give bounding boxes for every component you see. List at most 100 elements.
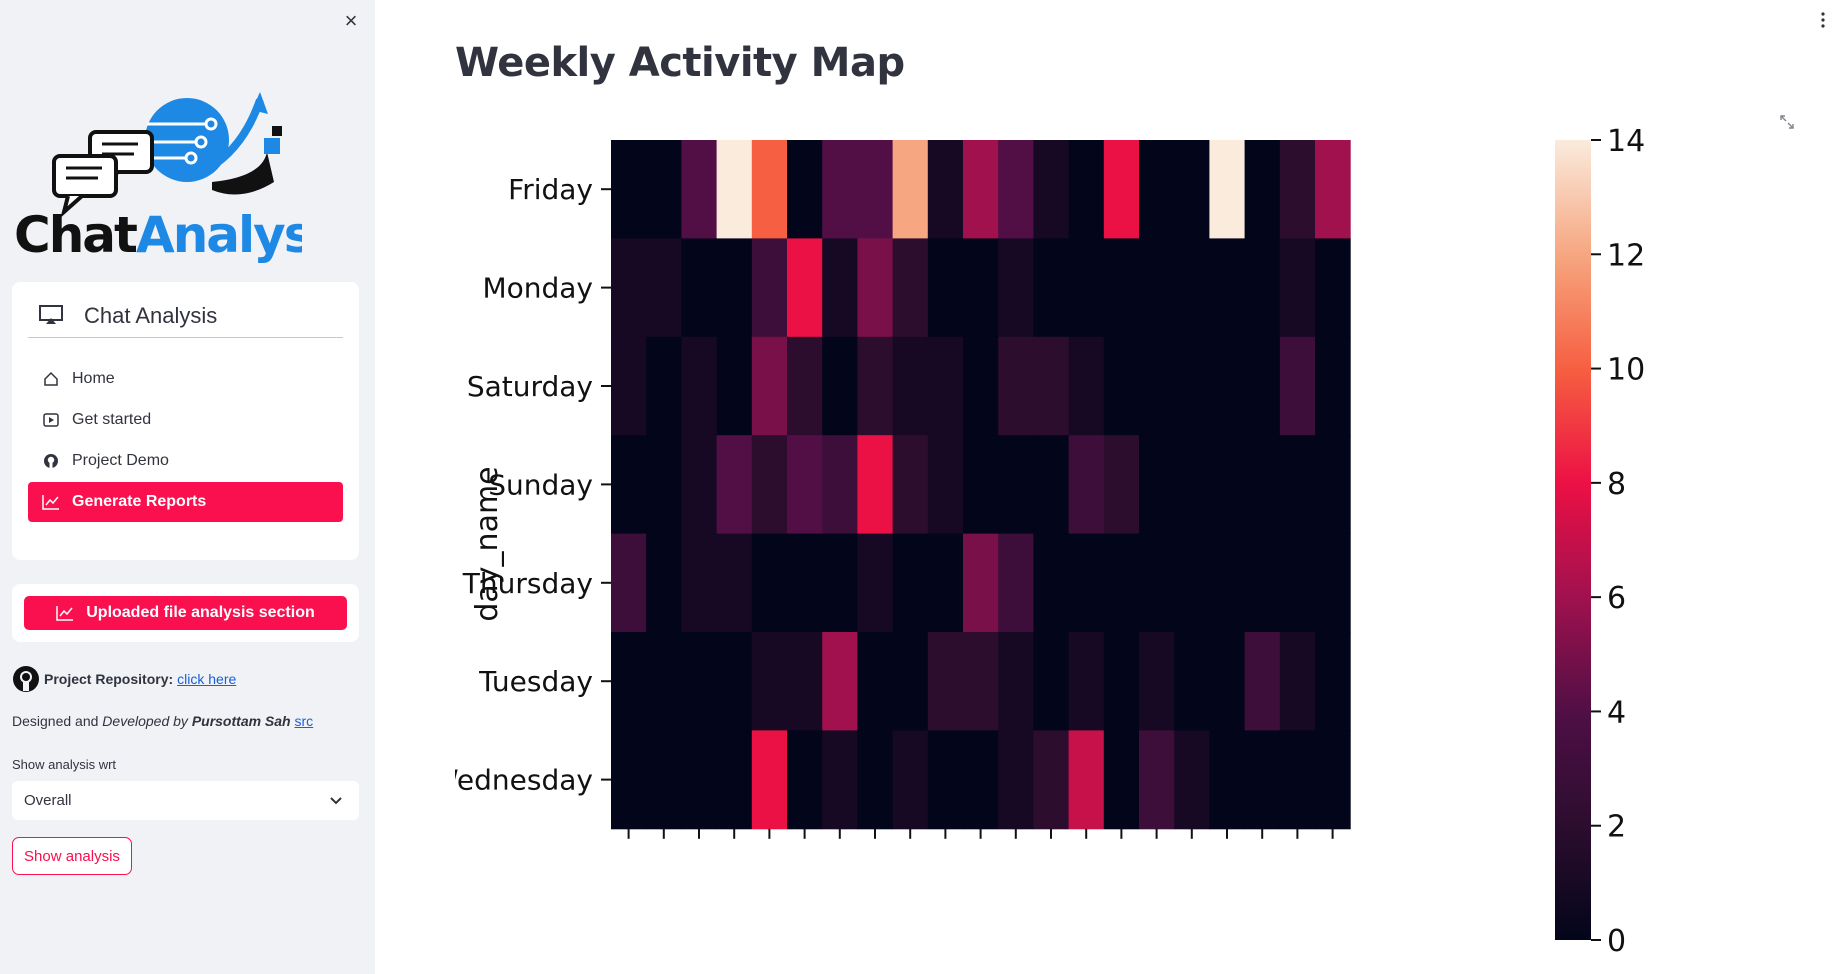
heatmap-cell <box>1103 730 1140 830</box>
fullscreen-expand-icon[interactable] <box>1779 114 1795 130</box>
heatmap-cell <box>1279 533 1316 633</box>
heatmap-cell <box>1279 632 1316 731</box>
heatmap-cell <box>927 140 964 239</box>
heatmap-cell <box>716 632 753 731</box>
heatmap-cell <box>822 238 858 338</box>
heatmap-svg: Friday Monday Saturday Sunday Thursday Tuesda… <box>431 124 1645 959</box>
menu-item-generate-reports[interactable]: Generate Reports <box>28 482 343 522</box>
menu-item-project-demo[interactable]: Project Demo <box>28 441 343 481</box>
heatmap-cell <box>857 632 894 731</box>
heatmap-cell <box>857 730 894 830</box>
colorbar-tick-label: 2 <box>1607 810 1626 845</box>
heatmap-row-labels: Friday Monday Saturday Sunday Thursday Tuesda… <box>431 173 611 797</box>
heatmap-cell <box>963 730 999 830</box>
heatmap-cell <box>857 533 894 633</box>
heatmap-cell <box>646 140 682 239</box>
analysis-select[interactable]: Overall <box>12 781 359 820</box>
heatmap-cell <box>1139 238 1175 338</box>
heatmap-cell <box>1279 730 1316 830</box>
heatmap-cell <box>892 435 929 535</box>
heatmap-cell <box>1315 533 1351 633</box>
heatmap-cell <box>1103 140 1140 239</box>
colorbar-tick-label: 12 <box>1607 238 1645 273</box>
heatmap-cell <box>751 435 788 535</box>
heatmap-cell <box>1174 533 1210 633</box>
menu-item-label: Project Demo <box>72 452 169 469</box>
repo-link[interactable]: click here <box>177 671 237 687</box>
show-analysis-label: Show analysis wrt <box>12 757 117 772</box>
heatmap-cell <box>1315 336 1351 436</box>
cast-icon <box>38 304 68 328</box>
heatmap-cell <box>751 140 788 239</box>
heatmap-cell <box>646 435 682 535</box>
more-options-icon[interactable] <box>1815 10 1831 30</box>
heatmap-cell <box>927 238 964 338</box>
heatmap-cell <box>1033 238 1070 338</box>
heatmap-cell <box>927 435 964 535</box>
logo-text-chat: Chat <box>14 206 137 264</box>
designed-text: Designed and <box>12 713 103 729</box>
heatmap-cell <box>611 730 647 830</box>
heatmap-cell <box>787 435 823 535</box>
heatmap-cell <box>1174 238 1210 338</box>
logo-text-analysis: Analysis <box>136 206 302 264</box>
heatmap-cell <box>927 730 964 830</box>
row-label: Thursday <box>462 567 593 600</box>
heatmap-cell <box>927 632 964 731</box>
heatmap-cell <box>1315 435 1351 535</box>
heatmap-x-ticks <box>627 828 1334 839</box>
heatmap-cell <box>611 632 647 731</box>
heatmap-cell <box>963 140 999 239</box>
heatmap-cell <box>787 730 823 830</box>
heatmap-cell <box>1103 632 1140 731</box>
colorbar-ticks: 0 2 4 6 8 10 12 14 <box>1591 124 1645 959</box>
heatmap-cell <box>998 533 1034 633</box>
heatmap-cell <box>751 730 788 830</box>
heatmap-cell <box>611 140 647 239</box>
show-analysis-button[interactable]: Show analysis <box>12 837 132 875</box>
heatmap-cell <box>1279 238 1316 338</box>
heatmap-cell <box>927 336 964 436</box>
uploaded-file-analysis-button[interactable]: Uploaded file analysis section <box>24 596 347 630</box>
heatmap-cell <box>1068 435 1105 535</box>
close-sidebar-button[interactable]: × <box>344 8 358 33</box>
heatmap-cell <box>1033 533 1070 633</box>
row-label: Sunday <box>488 468 593 501</box>
heatmap-cell <box>892 533 929 633</box>
heatmap-cell <box>892 238 929 338</box>
designed-by-line: Designed and Developed by Pursottam Sah … <box>12 713 313 729</box>
heatmap-cell <box>927 533 964 633</box>
heatmap-cell <box>681 336 718 436</box>
heatmap-cell <box>1244 632 1281 731</box>
heatmap-cell <box>787 336 823 436</box>
heatmap-cell <box>716 140 753 239</box>
heatmap-cell <box>681 632 718 731</box>
menu-item-get-started[interactable]: Get started <box>28 400 343 440</box>
row-label: Wednesday <box>455 764 593 797</box>
menu-title: Chat Analysis <box>84 302 218 328</box>
heatmap-cell <box>646 632 682 731</box>
heatmap-cell <box>646 336 682 436</box>
chevron-down-icon <box>327 791 345 809</box>
heatmap-cell <box>716 435 753 535</box>
heatmap-cell <box>822 533 858 633</box>
heatmap-cell <box>1068 238 1105 338</box>
heatmap-cell <box>787 533 823 633</box>
heatmap-cell <box>1174 435 1210 535</box>
heatmap-cell <box>1209 238 1246 338</box>
y-axis-label: day_name <box>470 466 505 621</box>
heatmap-cell <box>716 730 753 830</box>
play-icon <box>42 411 60 429</box>
heatmap-cell <box>681 435 718 535</box>
chart-line-icon <box>42 493 60 511</box>
heatmap-cell <box>998 730 1034 830</box>
heatmap-cell <box>1068 140 1105 239</box>
weekly-activity-heatmap: Friday Monday Saturday Sunday Thursday Tuesda… <box>431 110 1835 974</box>
menu-item-home[interactable]: Home <box>28 359 343 399</box>
heatmap-cell <box>1209 533 1246 633</box>
heatmap-cell <box>1033 730 1070 830</box>
src-link[interactable]: src <box>294 713 314 729</box>
heatmap-cell <box>1033 435 1070 535</box>
heatmap-cell <box>857 238 894 338</box>
github-icon <box>42 452 60 470</box>
